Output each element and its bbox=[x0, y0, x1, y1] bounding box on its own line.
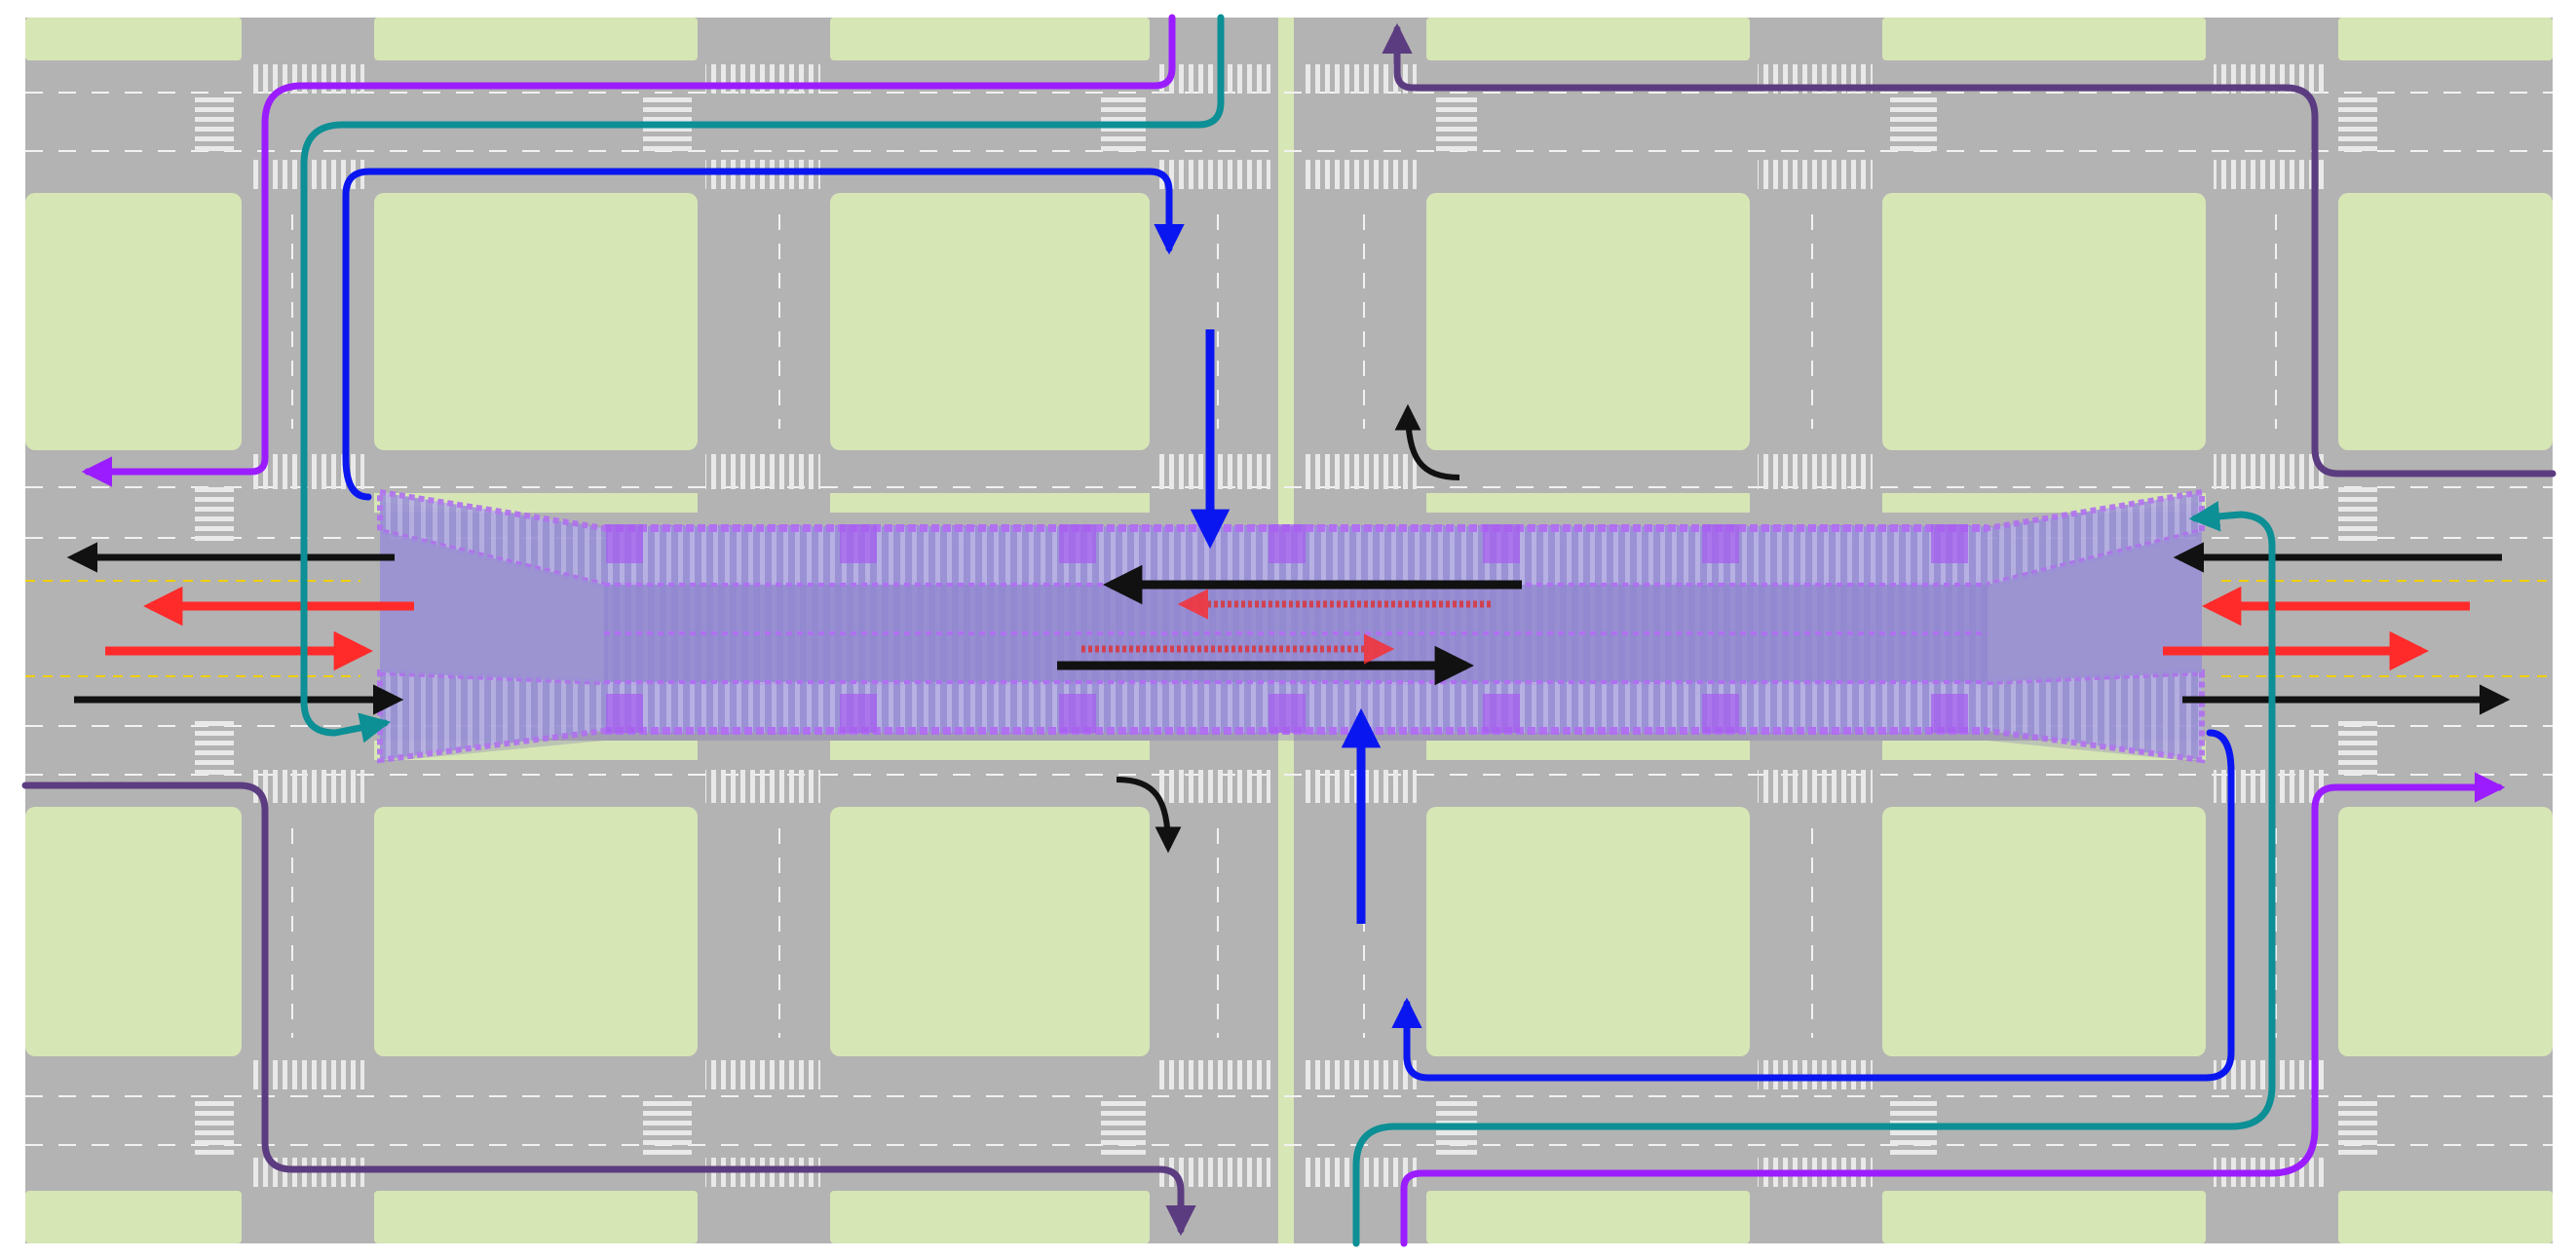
city-block bbox=[1882, 193, 2206, 450]
crosswalk bbox=[1890, 97, 1937, 156]
arrow-turn-southwest bbox=[1116, 777, 1182, 854]
turn-arrows bbox=[1116, 403, 1460, 854]
route-paths bbox=[21, 14, 2557, 1247]
city-block bbox=[1882, 1191, 2206, 1243]
city-block bbox=[374, 193, 698, 450]
crosswalk bbox=[705, 770, 820, 803]
city-block bbox=[1426, 18, 1750, 60]
crosswalk bbox=[705, 1060, 820, 1089]
route-blue-west bbox=[342, 168, 1185, 501]
city-block bbox=[25, 807, 242, 1056]
city-block bbox=[25, 193, 242, 450]
bridge-pier bbox=[1483, 524, 1520, 563]
bridge-pier bbox=[606, 694, 643, 733]
bridge-pier bbox=[1269, 524, 1306, 563]
crosswalks bbox=[195, 64, 2377, 1187]
city-block bbox=[1882, 18, 2206, 60]
bridge-wedge-left bbox=[380, 531, 604, 682]
crosswalk bbox=[2338, 97, 2377, 156]
route-teal-east bbox=[1352, 501, 2276, 1247]
bridge-pier bbox=[1931, 524, 1968, 563]
median-strip bbox=[1426, 493, 1750, 513]
bridge-pier bbox=[1931, 694, 1968, 733]
city-block bbox=[1882, 807, 2206, 1056]
bridge-pier bbox=[1483, 694, 1520, 733]
city-block bbox=[1426, 193, 1750, 450]
crosswalk bbox=[195, 487, 234, 546]
city-block bbox=[1426, 1191, 1750, 1243]
city-block bbox=[25, 18, 242, 60]
city-block bbox=[2338, 807, 2553, 1056]
city-block bbox=[2338, 18, 2553, 60]
crosswalk bbox=[1157, 770, 1270, 803]
crosswalk bbox=[249, 770, 364, 803]
route-violet-east bbox=[1400, 772, 2506, 1247]
city-blocks bbox=[25, 18, 2553, 1243]
crosswalk bbox=[195, 97, 234, 156]
crosswalk bbox=[643, 1101, 692, 1155]
bridge-pier bbox=[1269, 694, 1306, 733]
crosswalk bbox=[1157, 64, 1270, 94]
median-strip bbox=[830, 741, 1150, 760]
bridge-piers bbox=[606, 524, 1968, 733]
city-block bbox=[2338, 193, 2553, 450]
through-arrows bbox=[66, 329, 2511, 924]
arrow-turn-northeast bbox=[1394, 403, 1460, 480]
bridge-pier bbox=[606, 524, 643, 563]
route-violet-west bbox=[81, 14, 1176, 487]
route-plum-west bbox=[21, 782, 1196, 1237]
city-block bbox=[830, 18, 1150, 60]
crosswalk bbox=[195, 1101, 234, 1155]
bridge-pier bbox=[1059, 524, 1096, 563]
crosswalk bbox=[1302, 454, 1417, 489]
city-block bbox=[830, 193, 1150, 450]
city-block bbox=[830, 1191, 1150, 1243]
bridge-pier bbox=[840, 524, 877, 563]
crosswalk bbox=[705, 454, 820, 489]
bridge-wedge-right bbox=[1988, 531, 2202, 682]
crosswalk bbox=[2338, 1101, 2377, 1155]
city-block bbox=[2338, 1191, 2553, 1243]
bridge-pier bbox=[1702, 524, 1739, 563]
crosswalk bbox=[2338, 721, 2377, 780]
city-block bbox=[830, 807, 1150, 1056]
route-plum-east bbox=[1382, 22, 2557, 477]
bridge-pier bbox=[1702, 694, 1739, 733]
crosswalk bbox=[1302, 1060, 1417, 1089]
city-block bbox=[374, 807, 698, 1056]
crosswalk bbox=[249, 1060, 364, 1089]
crosswalk bbox=[1157, 1060, 1270, 1089]
median-strip bbox=[830, 493, 1150, 513]
crosswalk bbox=[2214, 454, 2329, 489]
crosswalk bbox=[1758, 160, 1873, 189]
city-block bbox=[374, 18, 698, 60]
crosswalk bbox=[1758, 770, 1873, 803]
city-block bbox=[374, 1191, 698, 1243]
crosswalk bbox=[1758, 454, 1873, 489]
bridge-pier bbox=[1059, 694, 1096, 733]
bridge-pier bbox=[840, 694, 877, 733]
median-strip bbox=[1426, 741, 1750, 760]
elevated-bridge bbox=[377, 488, 2205, 764]
route-teal-west bbox=[300, 14, 1225, 744]
crosswalk bbox=[1157, 160, 1270, 189]
city-block bbox=[1426, 807, 1750, 1056]
crosswalk bbox=[2338, 487, 2377, 546]
crosswalk bbox=[1436, 97, 1477, 156]
crosswalk bbox=[2214, 160, 2329, 189]
crosswalk bbox=[1101, 1101, 1146, 1155]
crosswalk bbox=[1302, 160, 1417, 189]
route-blue-east bbox=[1391, 729, 2235, 1082]
city-block bbox=[25, 1191, 242, 1243]
crosswalk bbox=[195, 721, 234, 780]
